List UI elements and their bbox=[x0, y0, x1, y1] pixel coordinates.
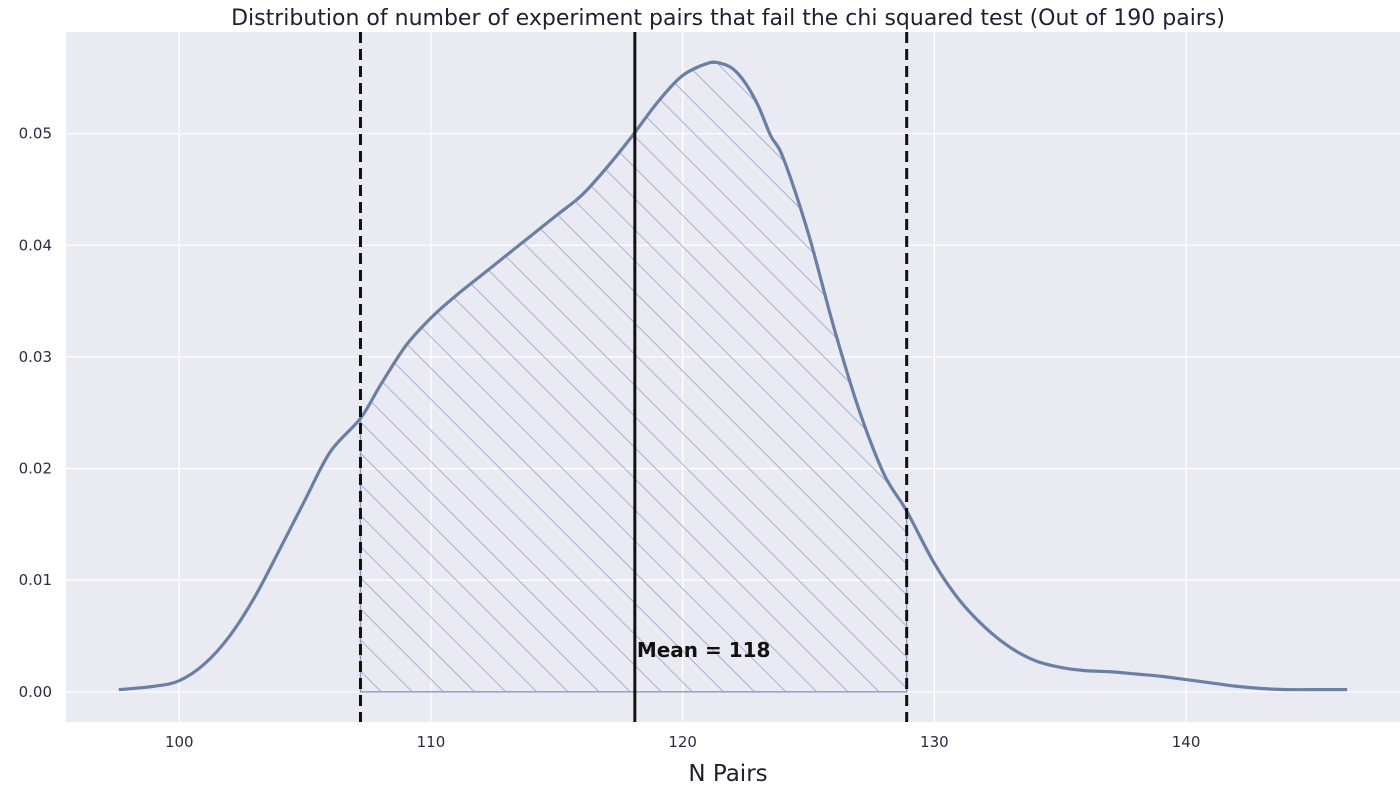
x-tick-label: 120 bbox=[668, 733, 697, 751]
y-tick-label: 0.00 bbox=[19, 683, 52, 701]
y-tick-label: 0.05 bbox=[19, 125, 52, 143]
x-tick-labels: 100 110 120 130 140 bbox=[165, 733, 1200, 751]
x-tick-label: 140 bbox=[1172, 733, 1201, 751]
y-tick-label: 0.04 bbox=[19, 236, 52, 254]
y-tick-label: 0.02 bbox=[19, 460, 52, 478]
y-tick-labels: 0.00 0.01 0.02 0.03 0.04 0.05 bbox=[19, 125, 52, 701]
plot-area: Mean = 118 bbox=[118, 32, 1348, 722]
x-tick-label: 100 bbox=[165, 733, 194, 751]
y-tick-label: 0.03 bbox=[19, 348, 52, 366]
x-tick-label: 110 bbox=[417, 733, 446, 751]
x-axis-label: N Pairs bbox=[688, 761, 767, 787]
x-tick-label: 130 bbox=[920, 733, 949, 751]
mean-annotation: Mean = 118 bbox=[637, 638, 771, 662]
chart-title: Distribution of number of experiment pai… bbox=[231, 6, 1225, 31]
y-tick-label: 0.01 bbox=[19, 571, 52, 589]
kde-curve bbox=[118, 60, 1348, 692]
